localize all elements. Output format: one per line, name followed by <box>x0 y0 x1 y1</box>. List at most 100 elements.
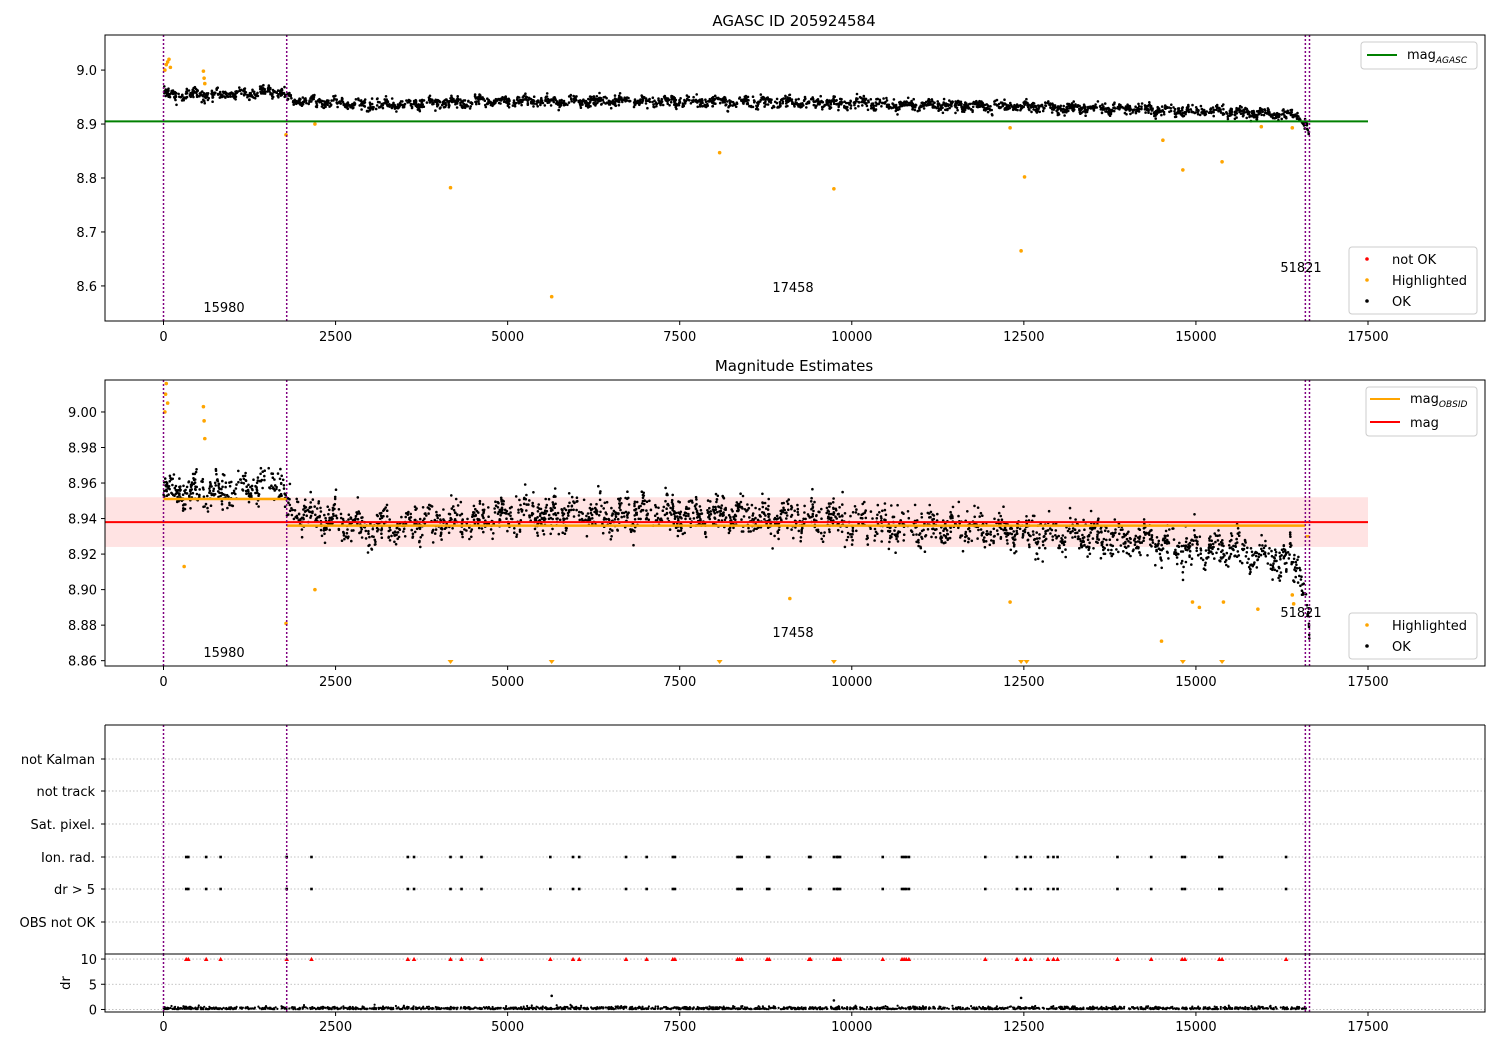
p1-highlighted-point-1 <box>164 62 169 67</box>
flag-ion-rad-mark-8 <box>449 855 452 859</box>
flag-ion-rad-mark-13 <box>577 855 581 859</box>
dr-clipped-marker-15 <box>644 956 649 962</box>
panel2-obsid-label-2: 17458 <box>772 626 813 641</box>
panel1-obsid-label-2: 17458 <box>772 281 813 296</box>
p1-highlighted-point-9 <box>549 294 554 299</box>
p2-highlighted-point-15 <box>1221 600 1226 604</box>
dr-clipped-marker-17 <box>672 956 678 962</box>
flag-ion-rad-mark-39 <box>1052 855 1055 859</box>
flag-dr-gt-5-mark-26 <box>835 887 838 891</box>
flag-ion-rad-mark-20 <box>740 855 743 859</box>
flag-ion-rad-mark-19 <box>738 855 741 859</box>
p1-highlighted-point-20 <box>1259 124 1264 129</box>
flag-ion-rad-mark-21 <box>765 855 769 859</box>
panel1-legend-mag-agasc: magAGASC <box>1360 41 1478 70</box>
dr-clipped-marker-9 <box>459 956 464 962</box>
flag-dr-gt-5-mark-7 <box>412 887 416 891</box>
panel2-obsid-label-1: 15980 <box>203 646 244 661</box>
legend-highlighted-label: Highlighted <box>1392 274 1467 289</box>
dr-clipped-marker-46 <box>1219 956 1225 962</box>
p1-highlighted-point-0 <box>163 68 167 72</box>
dr-ytick-label-1: 5 <box>89 978 97 993</box>
dr-clipped-marker-24 <box>808 956 813 962</box>
flag-ion-rad-mark-12 <box>571 855 575 859</box>
flag-dr-gt-5-mark-33 <box>907 887 911 891</box>
dr-clipped-marker-11 <box>548 956 553 962</box>
flag-ion-rad-mark-18 <box>736 855 739 859</box>
p1-ytick-label-1: 8.9 <box>76 118 97 133</box>
flag-ion-rad-mark-41 <box>1116 855 1119 859</box>
flag-ion-rad-mark-7 <box>412 855 416 859</box>
p2-xtick-label-3: 7500 <box>663 675 696 690</box>
legend-highlighted-marker <box>1365 278 1369 282</box>
p1-highlighted-point-16 <box>1220 160 1224 164</box>
flag-ion-rad-mark-33 <box>907 855 911 859</box>
p2-xtick-label-7: 17500 <box>1347 675 1388 690</box>
panel1-obsid-label-3: 51821 <box>1280 261 1321 276</box>
dr-clipped-marker-38 <box>1045 956 1051 962</box>
p1-ytick-label-4: 8.6 <box>76 280 97 295</box>
p2-highlighted-point-7 <box>182 564 186 569</box>
flag-ion-rad-mark-28 <box>838 855 842 859</box>
dr-clipped-marker-6 <box>405 956 411 962</box>
panel2-obsid-label-3: 51821 <box>1280 606 1321 621</box>
dr-clipped-marker-37 <box>1028 956 1034 962</box>
p2-offscale-marker-4 <box>1018 660 1025 664</box>
flag-ion-rad-mark-3 <box>219 855 222 859</box>
dr-ok-points <box>162 1003 1308 1011</box>
flag-dr-gt-5-mark-29 <box>881 887 885 891</box>
p2-ytick-label-4: 8.92 <box>68 548 97 563</box>
flag-ion-rad-mark-26 <box>835 855 838 859</box>
panel1-plot-area: 0 2500 5000 7500 10000 12500 15000 17500 9.0 8.9 8… <box>76 34 1486 345</box>
p2-highlighted-point-9 <box>313 587 317 592</box>
p1-ytick-label-0: 9.0 <box>76 64 97 79</box>
p2-ytick-label-0: 9.00 <box>68 406 97 421</box>
p2-offscale-marker-7 <box>1219 660 1226 664</box>
dr-outlier-2 <box>1019 996 1023 1000</box>
p1-xtick-label-2: 5000 <box>491 330 524 345</box>
p4-xtick-label-3: 7500 <box>663 1020 696 1035</box>
p2-offscale-marker-2 <box>716 660 723 664</box>
flag-dr-gt-5-mark-0 <box>184 887 188 891</box>
p1-highlighted-point-19 <box>1008 126 1012 130</box>
flag-ion-rad-mark-5 <box>310 855 313 859</box>
p1-highlighted-point-11 <box>832 186 836 191</box>
legend-not-ok-marker <box>1365 257 1369 261</box>
flag-dr-gt-5-mark-39 <box>1052 887 1055 891</box>
legend-highlighted-marker-2 <box>1365 623 1369 627</box>
flag-ion-rad-mark-9 <box>460 855 463 859</box>
flags-panel: not Kalman not track Sat. pixel. Ion. ra… <box>20 724 1486 1035</box>
flag-ion-rad-mark-25 <box>832 855 836 859</box>
p1-highlighted-point-6 <box>202 76 206 80</box>
flag-dr-gt-5-mark-23 <box>807 887 811 891</box>
dr-clipped-marker-40 <box>1055 956 1060 962</box>
flag-ion-rad-mark-31 <box>902 855 906 859</box>
p2-ok-points <box>162 466 1311 640</box>
flag-ion-rad-mark-30 <box>900 855 904 859</box>
p2-highlighted-point-11 <box>1008 600 1012 604</box>
dr-clipped-marker-42 <box>1148 956 1154 962</box>
p1-ytick-label-2: 8.8 <box>76 172 97 187</box>
p1-xtick-label-3: 7500 <box>663 330 696 345</box>
flag-dr-gt-5-mark-43 <box>1180 887 1184 891</box>
flag-dr-gt-5-mark-11 <box>549 887 552 891</box>
p1-highlighted-point-14 <box>1161 138 1165 143</box>
dr-clipped-marker-28 <box>837 956 843 962</box>
flag-ion-rad-mark-10 <box>480 855 483 859</box>
p2-offscale-marker-5 <box>1023 660 1030 664</box>
p1-xtick-label-1: 2500 <box>319 330 352 345</box>
flag-ion-rad-mark-36 <box>1023 855 1027 859</box>
flags-plot-area <box>101 724 1486 954</box>
dr-clipped-marker-12 <box>570 956 576 962</box>
dr-clipped-marker-33 <box>906 956 912 962</box>
p2-offscale-marker-0 <box>447 660 454 664</box>
p1-highlighted-point-15 <box>1181 168 1185 172</box>
dr-clipped-marker-3 <box>218 956 223 962</box>
p2-ytick-label-3: 8.94 <box>68 513 97 528</box>
flag-label-obs-not-ok: OBS not OK <box>20 916 96 931</box>
dr-outlier-1 <box>832 999 836 1002</box>
panel2-legend-mags: magOBSID mag <box>1365 386 1478 437</box>
dr-clipped-marker-1 <box>185 956 191 962</box>
flag-dr-gt-5-mark-37 <box>1029 887 1033 891</box>
